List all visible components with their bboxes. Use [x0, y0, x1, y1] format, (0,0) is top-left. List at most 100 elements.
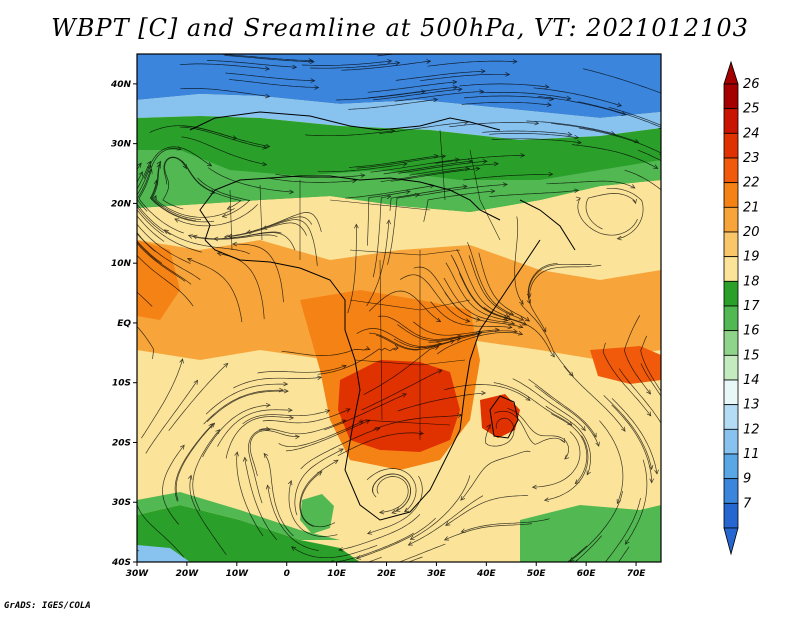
- streamline: [150, 161, 197, 222]
- streamline-arrow: [581, 426, 586, 432]
- streamline: [545, 405, 591, 475]
- footer-credit: GrADS: IGES/COLA: [4, 601, 91, 611]
- streamline: [368, 290, 441, 322]
- streamline-arrow: [646, 389, 651, 395]
- streamline: [544, 435, 589, 501]
- colorbar-label: 14: [743, 373, 760, 388]
- streamline: [460, 450, 531, 501]
- streamline: [348, 99, 438, 110]
- colorbar-swatch: [723, 83, 739, 110]
- streamline-arrow: [338, 547, 344, 552]
- streamline: [299, 459, 339, 527]
- streamline: [356, 328, 442, 347]
- colorbar-label: 9: [743, 472, 751, 487]
- lon-tick-label: 30E: [427, 569, 447, 579]
- streamline: [563, 365, 626, 432]
- streamline: [538, 96, 626, 116]
- streamline-arrow: [401, 393, 407, 398]
- streamline-arrow: [316, 375, 323, 381]
- streamline-arrow: [574, 188, 580, 193]
- streamline: [484, 417, 515, 447]
- lat-tick-label: 30S: [112, 498, 131, 508]
- streamline: [481, 92, 571, 100]
- colorbar-label: 7: [743, 496, 752, 511]
- longitude-axis: 30W 20W 10W 0 10E 20E 30E 40E 50E 60E 70E: [126, 562, 646, 579]
- streamline: [427, 60, 517, 67]
- streamline: [394, 91, 484, 102]
- streamline: [330, 532, 414, 562]
- colorbar-swatch: [723, 305, 739, 332]
- streamline: [546, 180, 636, 189]
- streamline-arrow: [137, 162, 142, 168]
- green-band-south-east: [520, 505, 661, 562]
- colorbar-label: 16: [743, 324, 760, 339]
- streamline-arrow: [544, 84, 550, 89]
- streamline: [137, 502, 185, 558]
- streamline: [478, 252, 530, 322]
- streamline-arrow: [338, 583, 342, 587]
- streamline-arrow: [174, 218, 180, 223]
- streamline-arrow: [102, 289, 106, 293]
- streamline-arrow: [564, 454, 570, 460]
- colorbar-label: 18: [743, 274, 760, 289]
- colorbar-swatch: [723, 108, 739, 134]
- streamline-arrow: [182, 164, 187, 170]
- streamline-arrow: [325, 409, 331, 414]
- streamline-arrow: [634, 138, 640, 144]
- streamline: [551, 123, 639, 143]
- streamline: [529, 264, 602, 298]
- streamline: [249, 430, 300, 476]
- streamline-arrow: [502, 182, 508, 187]
- colorbar-swatch: [723, 182, 739, 208]
- streamline: [534, 385, 600, 447]
- streamline-arrow: [186, 257, 193, 263]
- streamline-arrow: [418, 430, 424, 436]
- streamline-arrow: [131, 225, 135, 229]
- streamline: [371, 473, 412, 514]
- streamline: [162, 157, 187, 210]
- streamline: [400, 274, 470, 322]
- streamline: [489, 133, 579, 139]
- streamline: [463, 173, 553, 181]
- streamline-arrow: [395, 60, 401, 66]
- streamline: [324, 393, 407, 431]
- streamline-arrow: [295, 566, 300, 570]
- streamline: [571, 144, 658, 169]
- warm-patch-indian-ocean: [590, 346, 661, 384]
- streamline-arrow: [490, 188, 496, 194]
- streamline-arrow: [265, 484, 271, 490]
- streamline: [257, 365, 347, 374]
- streamline: [174, 423, 214, 502]
- streamline-arrow: [234, 451, 239, 457]
- colorbar-swatch: [723, 404, 739, 430]
- streamline: [137, 171, 165, 242]
- streamline: [489, 189, 579, 198]
- streamline: [533, 87, 622, 107]
- colorbar-label: 12: [743, 422, 760, 437]
- streamline: [175, 422, 215, 501]
- streamline: [611, 404, 653, 483]
- streamline: [445, 494, 529, 526]
- streamline-arrow: [242, 456, 248, 462]
- streamline: [443, 277, 515, 325]
- streamline: [585, 193, 636, 230]
- streamline-arrow: [596, 570, 600, 574]
- lon-tick-label: 10E: [327, 569, 347, 579]
- streamline: [463, 95, 554, 100]
- streamlines: [95, 54, 661, 587]
- streamline: [390, 168, 480, 182]
- page-title: WBPT [C] and Sreamline at 500hPa, VT: 20…: [51, 14, 749, 42]
- streamline: [395, 70, 486, 81]
- streamline-arrow: [457, 334, 463, 339]
- colorbar-top-arrow: [723, 60, 739, 85]
- streamline-arrow: [560, 437, 565, 444]
- streamline-arrow: [95, 238, 99, 242]
- streamline: [203, 389, 284, 425]
- streamline: [164, 229, 250, 255]
- streamline-arrow: [521, 321, 528, 326]
- streamline-arrow: [465, 318, 471, 323]
- streamline: [413, 321, 500, 336]
- streamline-arrow: [546, 102, 552, 107]
- streamline: [423, 190, 495, 222]
